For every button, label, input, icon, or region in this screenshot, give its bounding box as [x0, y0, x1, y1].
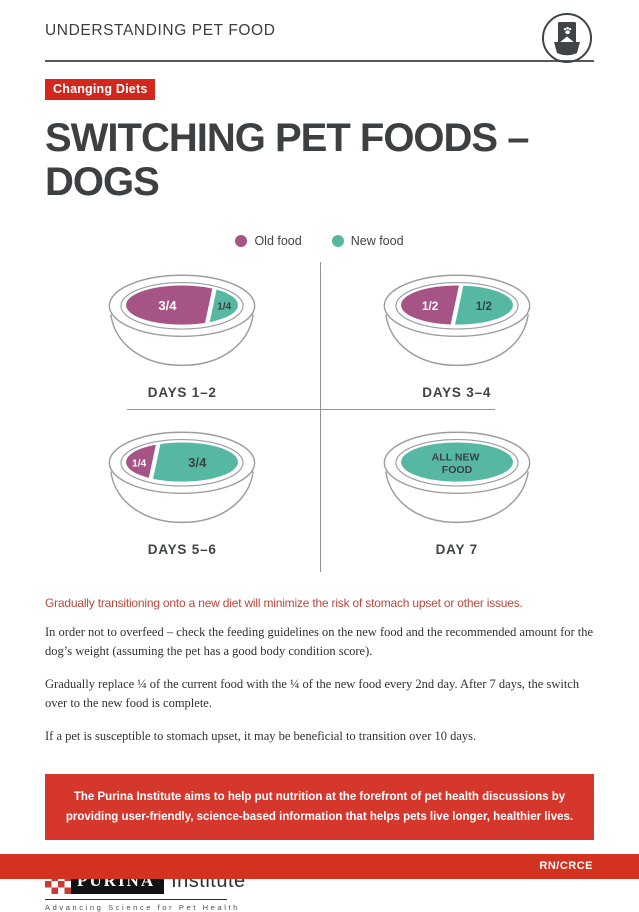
- legend-item-new-food: New food: [331, 234, 404, 248]
- bowl-days-3-4: 1/2 1/2 DAYS 3–4: [320, 260, 595, 409]
- bowl-diagram-grid: 3/4 1/4 DAYS 1–2 1/2 1/2: [45, 260, 594, 572]
- page-header: UNDERSTANDING PET FOOD: [45, 0, 594, 63]
- paragraph: If a pet is susceptible to stomach upset…: [45, 728, 477, 743]
- legend-item-old-food: Old food: [235, 234, 302, 248]
- bowl-days-1-2: 3/4 1/4 DAYS 1–2: [45, 260, 320, 409]
- footer-bar: RN/CRCE: [0, 854, 639, 879]
- logo-rule: [45, 899, 227, 901]
- paw-pad: [565, 30, 570, 35]
- page-title: SWITCHING PET FOODS – DOGS: [45, 116, 529, 204]
- old-food-dot-icon: [235, 235, 248, 247]
- paw-toe: [568, 28, 572, 31]
- footer-code: RN/CRCE: [539, 860, 593, 872]
- portion-label: 1/2: [422, 300, 438, 313]
- portion-label: ALL NEW FOOD: [431, 452, 482, 476]
- bowl-illustration: 1/4 3/4: [108, 431, 256, 524]
- legend: Old food New food: [45, 234, 594, 248]
- bowl-illustration: 1/2 1/2: [383, 274, 531, 367]
- portion-label: 3/4: [159, 298, 178, 313]
- portion-label: 1/2: [476, 300, 492, 313]
- paw-toe: [566, 26, 569, 30]
- day-label: DAY 7: [435, 542, 478, 557]
- bowl-notch: [559, 36, 575, 43]
- body-copy: In order not to overfeed – check the fee…: [45, 623, 594, 746]
- legend-label: Old food: [254, 234, 302, 248]
- pet-food-bag-bowl-icon: [540, 12, 594, 71]
- paragraph: In order not to overfeed – check the fee…: [45, 625, 594, 659]
- bowl-day-7: ALL NEW FOOD DAY 7: [320, 409, 595, 572]
- portion-label: 1/4: [132, 458, 146, 469]
- bowl-days-5-6: 1/4 3/4 DAYS 5–6: [45, 409, 320, 572]
- day-label: DAYS 1–2: [147, 385, 217, 400]
- grid-divider-horizontal: [127, 409, 495, 410]
- portion-label: 1/4: [217, 301, 231, 312]
- bowl-illustration: 3/4 1/4: [108, 274, 256, 367]
- paragraph: Gradually replace ¼ of the current food …: [45, 676, 580, 711]
- purina-institute-callout: The Purina Institute aims to help put nu…: [45, 773, 594, 841]
- bowl-shape: [554, 42, 580, 56]
- new-food-portion: [400, 442, 513, 482]
- portion-label: 3/4: [188, 455, 207, 470]
- grid-divider-vertical: [319, 262, 321, 572]
- logo-tagline: Advancing Science for Pet Health: [45, 903, 240, 912]
- section-badge: Changing Diets: [45, 79, 156, 100]
- new-food-dot-icon: [331, 235, 344, 247]
- bowl-illustration: ALL NEW FOOD: [383, 431, 531, 524]
- header-title: UNDERSTANDING PET FOOD: [45, 22, 276, 39]
- day-label: DAYS 5–6: [147, 542, 217, 557]
- day-label: DAYS 3–4: [422, 385, 492, 400]
- highlight-text: Gradually transitioning onto a new diet …: [45, 596, 523, 610]
- legend-label: New food: [350, 234, 404, 248]
- paw-toe: [563, 28, 567, 31]
- icon-circle-outline: [542, 13, 592, 63]
